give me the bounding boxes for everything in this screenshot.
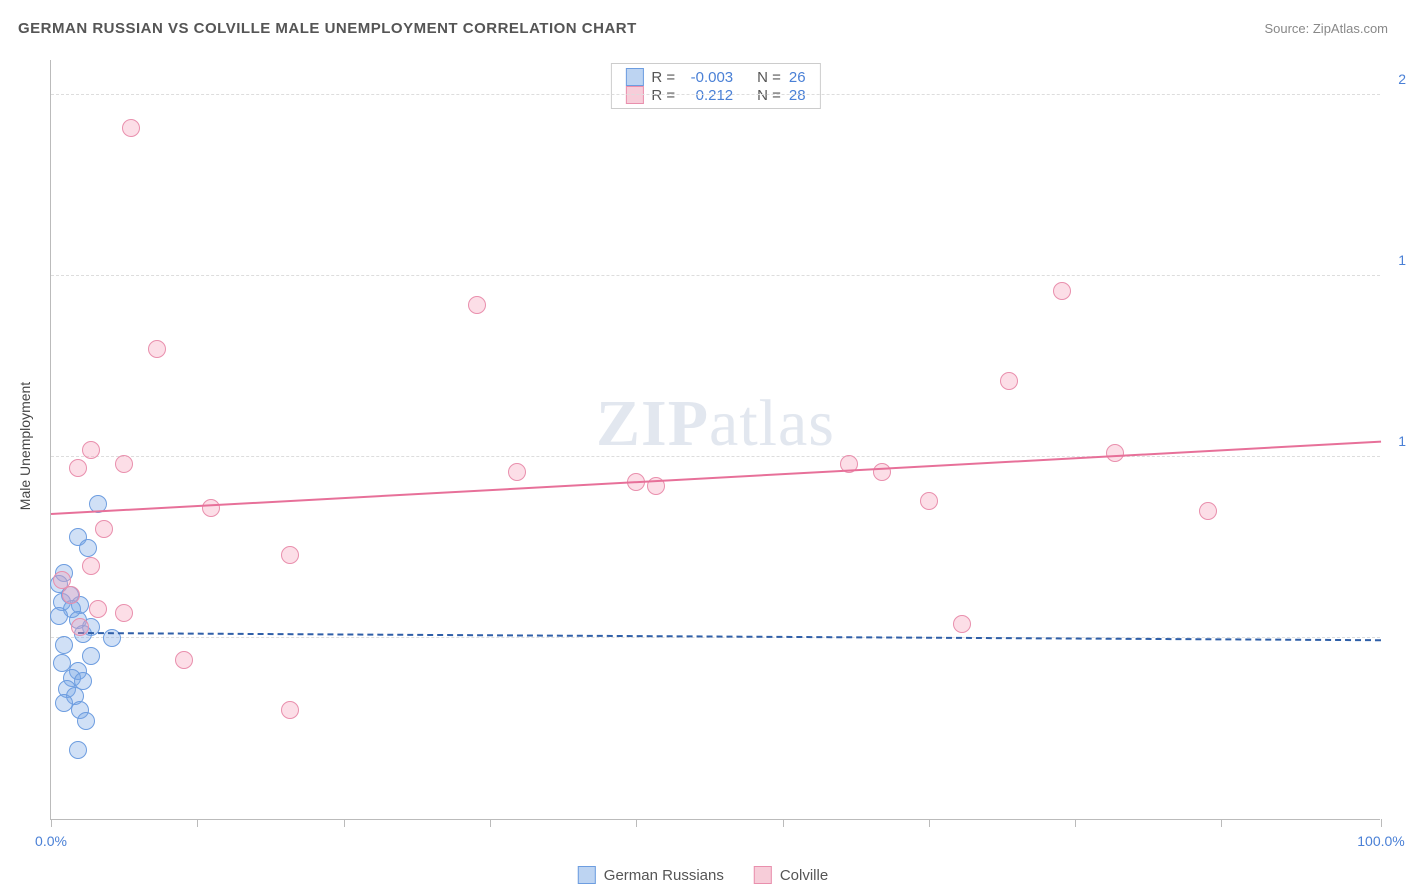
data-point — [1106, 444, 1124, 462]
x-tick — [490, 819, 491, 827]
data-point — [69, 741, 87, 759]
trend-line — [51, 441, 1381, 515]
y-tick-label: 10.0% — [1398, 433, 1406, 449]
x-tick — [1075, 819, 1076, 827]
data-point — [115, 455, 133, 473]
data-point — [281, 546, 299, 564]
data-point — [82, 647, 100, 665]
y-axis-label: Male Unemployment — [17, 382, 33, 510]
data-point — [953, 615, 971, 633]
swatch-icon — [578, 866, 596, 884]
data-point — [82, 557, 100, 575]
n-value: 26 — [789, 69, 806, 86]
swatch-icon — [754, 866, 772, 884]
gridline — [51, 94, 1380, 95]
data-point — [89, 600, 107, 618]
data-point — [55, 636, 73, 654]
legend-item: Colville — [754, 866, 828, 884]
plot-area: ZIPatlas R =-0.003N =26R =0.212N =28 5.0… — [50, 60, 1380, 820]
stats-row: R = -0.003 N = 26 — [625, 68, 805, 86]
legend-item: German Russians — [578, 866, 724, 884]
swatch-icon — [625, 68, 643, 86]
gridline — [51, 456, 1380, 457]
x-tick-label: 0.0% — [35, 833, 67, 849]
legend-label: Colville — [780, 867, 828, 884]
data-point — [115, 604, 133, 622]
chart-title: GERMAN RUSSIAN VS COLVILLE MALE UNEMPLOY… — [18, 20, 637, 37]
data-point — [71, 618, 89, 636]
x-tick — [1221, 819, 1222, 827]
data-point — [1199, 502, 1217, 520]
series-legend: German Russians Colville — [578, 866, 828, 884]
data-point — [175, 651, 193, 669]
x-tick — [636, 819, 637, 827]
x-tick — [197, 819, 198, 827]
data-point — [79, 539, 97, 557]
data-point — [468, 296, 486, 314]
gridline — [51, 275, 1380, 276]
data-point — [148, 340, 166, 358]
data-point — [1053, 282, 1071, 300]
x-tick — [783, 819, 784, 827]
data-point — [69, 459, 87, 477]
x-tick — [344, 819, 345, 827]
data-point — [281, 701, 299, 719]
data-point — [1000, 372, 1018, 390]
data-point — [202, 499, 220, 517]
x-tick — [51, 819, 52, 827]
r-label: R = — [651, 69, 675, 86]
y-tick-label: 20.0% — [1398, 71, 1406, 87]
data-point — [508, 463, 526, 481]
n-label: N = — [757, 69, 781, 86]
source-label: Source: ZipAtlas.com — [1264, 21, 1388, 36]
x-tick-label: 100.0% — [1357, 833, 1404, 849]
data-point — [95, 520, 113, 538]
r-value: -0.003 — [683, 69, 733, 86]
stats-legend: R =-0.003N =26R =0.212N =28 — [610, 63, 820, 109]
data-point — [77, 712, 95, 730]
watermark: ZIPatlas — [596, 386, 835, 462]
x-tick — [1381, 819, 1382, 827]
data-point — [873, 463, 891, 481]
y-tick-label: 15.0% — [1398, 252, 1406, 268]
data-point — [122, 119, 140, 137]
x-tick — [929, 819, 930, 827]
legend-label: German Russians — [604, 867, 724, 884]
data-point — [62, 586, 80, 604]
data-point — [82, 441, 100, 459]
data-point — [920, 492, 938, 510]
data-point — [50, 607, 68, 625]
